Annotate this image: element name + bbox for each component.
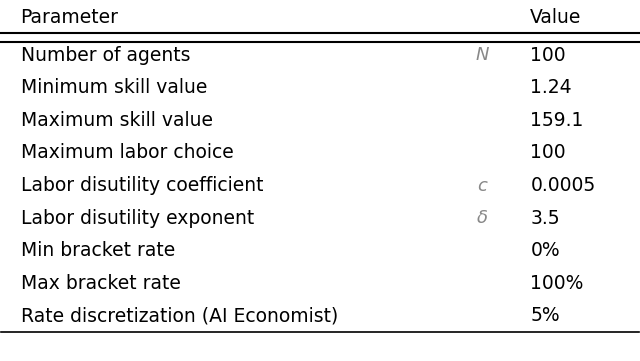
Text: Value: Value: [531, 8, 582, 27]
Text: Labor disutility coefficient: Labor disutility coefficient: [20, 176, 263, 195]
Text: 100: 100: [531, 45, 566, 65]
Text: Number of agents: Number of agents: [20, 45, 190, 65]
Text: Min bracket rate: Min bracket rate: [20, 241, 175, 260]
Text: δ: δ: [477, 209, 488, 227]
Text: c: c: [477, 177, 488, 195]
Text: Minimum skill value: Minimum skill value: [20, 78, 207, 97]
Text: 1.24: 1.24: [531, 78, 572, 97]
Text: Max bracket rate: Max bracket rate: [20, 274, 180, 293]
Text: Parameter: Parameter: [20, 8, 118, 27]
Text: 5%: 5%: [531, 306, 560, 325]
Text: Labor disutility exponent: Labor disutility exponent: [20, 209, 253, 228]
Text: 3.5: 3.5: [531, 209, 560, 228]
Text: Maximum skill value: Maximum skill value: [20, 111, 212, 130]
Text: 100%: 100%: [531, 274, 584, 293]
Text: Maximum labor choice: Maximum labor choice: [20, 143, 233, 162]
Text: 0%: 0%: [531, 241, 560, 260]
Text: 159.1: 159.1: [531, 111, 584, 130]
Text: 0.0005: 0.0005: [531, 176, 596, 195]
Text: N: N: [476, 46, 489, 64]
Text: Rate discretization (AI Economist): Rate discretization (AI Economist): [20, 306, 338, 325]
Text: 100: 100: [531, 143, 566, 162]
